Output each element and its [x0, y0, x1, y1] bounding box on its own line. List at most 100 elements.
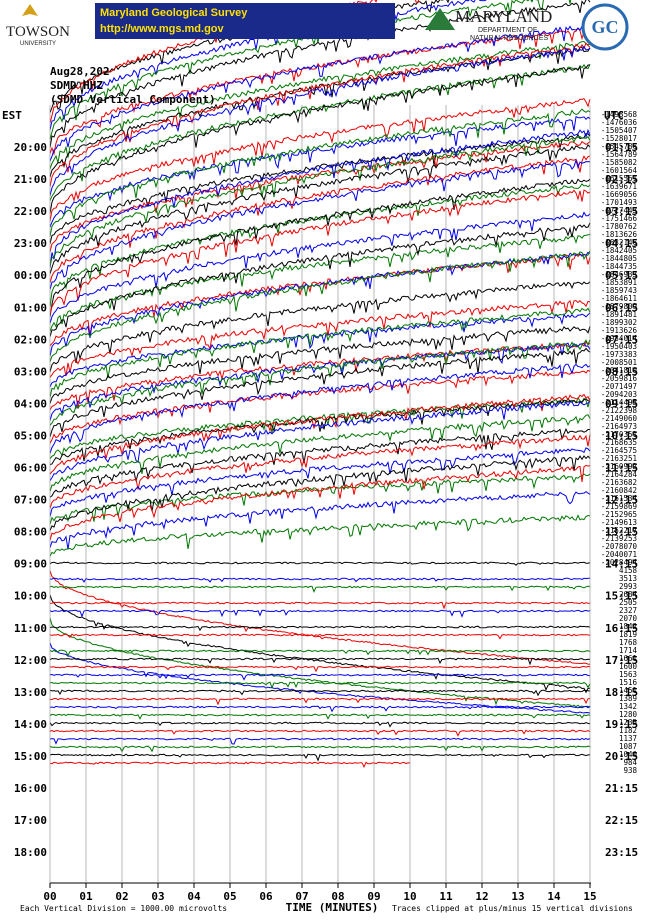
university: TOWSON — [6, 24, 70, 40]
x-tick-label: 15 — [583, 890, 596, 903]
trace — [50, 250, 591, 362]
trace — [50, 369, 591, 444]
x-label: TIME (MINUTES) — [286, 901, 379, 914]
trace-offset: 2505 — [619, 598, 637, 607]
x-tick-label: 09 — [367, 890, 380, 903]
est-label: 18:00 — [14, 846, 47, 859]
trace — [50, 585, 591, 593]
trace-offset: 2070 — [619, 614, 638, 623]
utc-label: 16:15 — [605, 622, 638, 635]
trace — [50, 642, 591, 714]
trace-offset: -1585082 — [601, 158, 637, 167]
utc-label: 14:15 — [605, 558, 638, 571]
trace-offset: -2163251 — [601, 454, 637, 463]
trace-offset: 1087 — [619, 742, 637, 751]
trace — [50, 42, 591, 187]
x-tick-label: 14 — [547, 890, 561, 903]
x-tick-label: 08 — [331, 890, 344, 903]
trace — [50, 140, 591, 253]
x-tick-label: 10 — [403, 890, 416, 903]
est-label: 21:00 — [14, 173, 47, 186]
trace-offset: 1516 — [619, 678, 638, 687]
trace-offset: -1913626 — [601, 326, 638, 335]
trace — [50, 41, 591, 170]
trace — [50, 721, 591, 728]
est-label: 16:00 — [14, 782, 47, 795]
trace — [50, 577, 591, 583]
trace — [50, 115, 591, 228]
est-label: 03:00 — [14, 365, 47, 378]
trace-offset: 1182 — [619, 726, 637, 735]
trace-offset: -2160842 — [601, 486, 637, 495]
trace-offset: -1864611 — [601, 294, 637, 303]
trace — [50, 601, 591, 610]
state: MARYLAND — [455, 7, 552, 26]
trace-offset: -1853891 — [601, 278, 637, 287]
trace-offset: -2164973 — [601, 422, 637, 431]
trace — [50, 253, 591, 347]
x-tick-label: 03 — [151, 890, 164, 903]
trace — [50, 745, 591, 753]
x-tick-label: 04 — [187, 890, 201, 903]
utc-label: 22:15 — [605, 814, 638, 827]
survey-title: Maryland Geological Survey — [100, 7, 248, 19]
trace — [50, 514, 591, 557]
trace-offset: 1040 — [619, 750, 638, 759]
university-sub: UNIVERSITY — [20, 41, 56, 47]
trace-offset: -2078070 — [601, 542, 638, 551]
trace — [50, 561, 591, 566]
footnote-right: Traces clipped at plus/minus 15 vertical… — [392, 904, 633, 913]
est-label: 02:00 — [14, 333, 47, 346]
trace-offset: 938 — [623, 766, 637, 775]
est-label: 23:00 — [14, 237, 47, 250]
x-tick-label: 00 — [43, 890, 56, 903]
trace — [50, 128, 591, 268]
trace-offset: -1669056 — [601, 190, 638, 199]
trace — [50, 401, 591, 481]
trace-offset: -1899302 — [601, 318, 637, 327]
est-label: 01:00 — [14, 301, 47, 314]
seal: GC — [592, 17, 619, 37]
utc-label: 20:15 — [605, 750, 638, 763]
trace — [50, 183, 591, 308]
trace-offset: -1973383 — [601, 350, 637, 359]
trace — [50, 64, 591, 214]
utc-label: 08:15 — [605, 365, 638, 378]
est-label: 06:00 — [14, 462, 47, 475]
x-tick-label: 12 — [475, 890, 488, 903]
trace-offset: -1701493 — [601, 198, 637, 207]
est-label: 14:00 — [14, 718, 47, 731]
footnote-left: Each Vertical Division = 1000.00 microvo… — [20, 904, 227, 913]
est-label: 10:00 — [14, 590, 47, 603]
trace-offset: 1661 — [619, 654, 637, 663]
trace-offset: -2161534 — [601, 494, 638, 503]
trace-offset: -1879809 — [601, 302, 637, 311]
trace-offset: -2152217 — [601, 526, 637, 535]
est-label: 20:00 — [14, 141, 47, 154]
trace — [50, 713, 591, 720]
trace — [50, 222, 591, 337]
trace — [50, 464, 591, 541]
trace-offset: -1564789 — [601, 150, 637, 159]
station: SDMD HHZ — [50, 79, 103, 92]
towson-logo: TOWSON UNIVERSITY — [6, 4, 70, 47]
utc-label: 07:15 — [605, 333, 638, 346]
trace — [50, 158, 591, 290]
x-tick-label: 05 — [223, 890, 236, 903]
est-label: 00:00 — [14, 269, 47, 282]
trace-offset: -1859743 — [601, 286, 637, 295]
trace-offset: -1601564 — [601, 166, 638, 175]
trace-offset: 1819 — [619, 630, 637, 639]
trace — [50, 414, 591, 492]
trace — [50, 447, 591, 517]
component: (SDMD Vertical Component) — [50, 93, 216, 106]
utc-label: 02:15 — [605, 173, 638, 186]
trace-offset: -2170351 — [601, 430, 637, 439]
trace — [50, 347, 591, 438]
left-zone: EST — [2, 109, 22, 122]
est-label: 09:00 — [14, 558, 47, 571]
est-label: 08:00 — [14, 526, 47, 539]
mgs-banner: Maryland Geological Survey http://www.mg… — [95, 3, 395, 39]
dept-line2: NATURAL RESOURCES — [470, 35, 549, 42]
trace — [50, 233, 591, 332]
